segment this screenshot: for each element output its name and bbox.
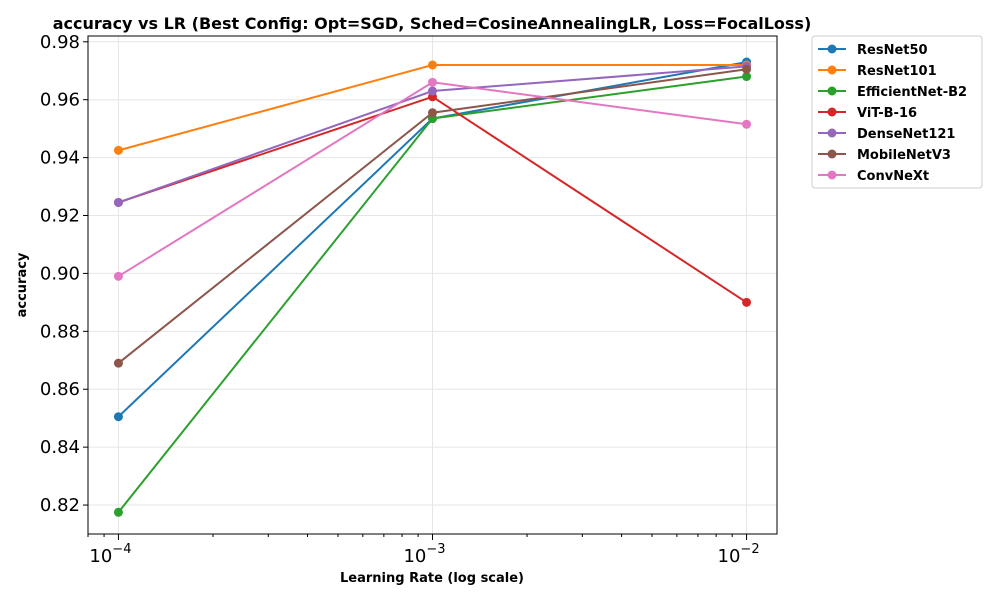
legend: ResNet50 ResNet101 EfficientNet-B2 ViT-B-16… <box>811 35 983 189</box>
y-tick-label: 0.92 <box>40 206 80 227</box>
y-tick-label: 0.90 <box>40 263 80 284</box>
data-point <box>428 86 437 96</box>
legend-frame <box>811 35 983 189</box>
series-mobilenetv3 <box>113 64 752 368</box>
data-point <box>113 271 123 281</box>
x-tick-base: 10 <box>403 546 426 567</box>
x-tick-base: 10 <box>718 546 741 567</box>
data-point <box>113 507 123 517</box>
y-tick-label: 0.84 <box>40 437 80 458</box>
data-point <box>113 412 123 422</box>
y-tick-label: 0.98 <box>40 32 80 53</box>
data-point <box>742 72 752 82</box>
x-tick-base: 10 <box>89 546 112 567</box>
series-densenet121 <box>113 61 752 207</box>
legend-marker <box>827 65 837 75</box>
legend-item: ViT-B-16 <box>818 106 917 121</box>
x-tick-label: 10−2 <box>718 542 760 567</box>
x-tick-exponent: −3 <box>426 542 445 557</box>
y-tick-label: 0.96 <box>40 90 80 111</box>
x-tick-label: 10−4 <box>89 542 131 567</box>
x-axis-label: Learning Rate (log scale) <box>340 571 524 586</box>
legend-item: ConvNeXt <box>818 169 929 184</box>
y-tick-label: 0.94 <box>40 148 80 169</box>
series-layer <box>113 57 752 517</box>
data-point <box>742 297 752 307</box>
y-tick-label: 0.88 <box>40 321 80 342</box>
data-point <box>742 119 752 129</box>
legend-label: MobileNetV3 <box>857 148 951 163</box>
series-convnext <box>113 77 752 281</box>
y-axis-label: accuracy <box>15 252 30 317</box>
legend-item: ResNet101 <box>818 64 937 79</box>
x-tick-exponent: −2 <box>740 542 759 557</box>
data-point <box>113 145 123 155</box>
x-tick-label: 10−3 <box>403 542 445 567</box>
y-tick-label: 0.86 <box>40 379 80 400</box>
data-point <box>113 197 123 207</box>
data-point <box>428 77 437 87</box>
data-point <box>428 108 437 118</box>
data-point <box>428 60 437 70</box>
legend-marker <box>827 149 837 159</box>
legend-label: ConvNeXt <box>857 169 929 184</box>
legend-marker <box>827 107 837 117</box>
y-axis-ticks: 0.82 0.84 0.86 0.88 0.90 0.92 0.94 0.96 0.98 <box>40 32 88 516</box>
legend-label: ViT-B-16 <box>857 106 917 121</box>
y-tick-label: 0.82 <box>40 495 80 516</box>
data-point <box>742 64 752 74</box>
legend-label: ResNet101 <box>857 64 937 79</box>
data-point <box>113 358 123 368</box>
x-tick-exponent: −4 <box>112 542 131 557</box>
legend-item: EfficientNet-B2 <box>818 85 967 100</box>
legend-marker <box>827 86 837 96</box>
legend-label: EfficientNet-B2 <box>857 85 967 100</box>
legend-item: MobileNetV3 <box>818 148 951 163</box>
chart-title: accuracy vs LR (Best Config: Opt=SGD, Sc… <box>53 14 812 33</box>
legend-marker <box>827 44 837 54</box>
legend-label: ResNet50 <box>857 43 928 58</box>
legend-label: DenseNet121 <box>857 127 955 142</box>
legend-marker <box>827 170 837 180</box>
legend-marker <box>827 128 837 138</box>
legend-item: ResNet50 <box>818 43 928 58</box>
x-axis-ticks: 10−4 10−3 10−2 <box>87 534 760 567</box>
legend-item: DenseNet121 <box>818 127 955 142</box>
